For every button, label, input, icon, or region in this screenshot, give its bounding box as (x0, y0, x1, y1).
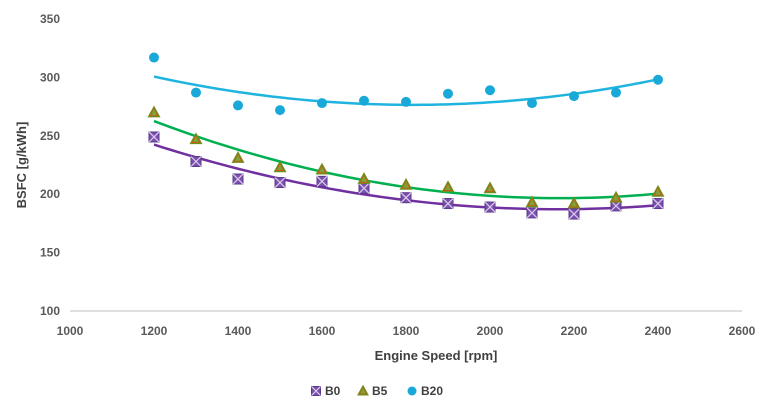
data-point-b5 (315, 162, 329, 175)
data-point-b0 (484, 201, 496, 213)
x-tick-label: 1200 (141, 324, 168, 338)
data-point-b0 (400, 192, 412, 204)
legend-label-b20: B20 (421, 384, 443, 398)
data-point-b5 (609, 190, 623, 203)
data-point-b5 (147, 105, 161, 118)
data-point-b20 (401, 96, 411, 107)
y-tick-label: 100 (40, 304, 60, 318)
data-point-b0 (190, 155, 202, 167)
y-axis-title: BSFC [g/kWh] (14, 122, 29, 209)
data-point-b0 (148, 131, 160, 143)
x-tick-label: 1000 (57, 324, 84, 338)
data-point-b20 (653, 74, 663, 85)
data-point-b5 (273, 160, 287, 173)
y-tick-label: 150 (40, 246, 60, 260)
data-point-b0 (316, 175, 328, 187)
data-point-b5 (651, 184, 665, 197)
data-point-b5 (231, 151, 245, 163)
x-tick-label: 2000 (477, 324, 504, 338)
data-point-b20 (443, 88, 453, 99)
data-point-b5 (483, 181, 497, 194)
x-tick-label: 2200 (561, 324, 588, 338)
data-point-b20 (275, 105, 285, 116)
x-axis-title: Engine Speed [rpm] (375, 348, 498, 363)
data-point-b20 (485, 85, 495, 96)
y-tick-label: 300 (40, 70, 60, 84)
data-point-b20 (317, 98, 327, 109)
data-point-b20 (359, 95, 369, 106)
legend-label-b5: B5 (372, 384, 388, 398)
data-point-b0 (358, 182, 370, 194)
x-tick-label: 1600 (309, 324, 336, 338)
data-point-b5 (357, 172, 371, 184)
data-point-b5 (399, 177, 413, 190)
legend: B0 B5 B20 (311, 384, 443, 398)
legend-marker-b0 (311, 386, 321, 396)
x-tick-label: 1800 (393, 324, 420, 338)
data-point-b20 (191, 87, 201, 98)
legend-label-b0: B0 (325, 384, 341, 398)
plot-area: 100 150 200 250 300 350 1000 1200 1400 1600 1800 20… (40, 12, 756, 338)
data-point-b0 (568, 208, 580, 220)
data-point-b0 (442, 198, 454, 210)
data-point-b0 (652, 198, 664, 210)
data-point-b5 (525, 195, 539, 208)
data-point-b5 (567, 196, 581, 209)
data-point-b5 (189, 132, 203, 145)
data-point-b20 (569, 91, 579, 102)
data-point-b5 (441, 180, 455, 193)
data-point-b20 (527, 98, 537, 109)
data-point-b20 (233, 100, 243, 111)
y-tick-label: 250 (40, 129, 60, 143)
data-point-b0 (274, 177, 286, 189)
data-point-b0 (526, 207, 538, 219)
data-point-b20 (611, 87, 621, 98)
y-tick-label: 200 (40, 187, 60, 201)
legend-marker-b20 (407, 386, 417, 396)
x-tick-label: 2400 (645, 324, 672, 338)
y-tick-label: 350 (40, 12, 60, 26)
data-point-b0 (232, 173, 244, 185)
x-tick-label: 2600 (729, 324, 756, 338)
legend-marker-b5 (357, 384, 369, 396)
data-point-b20 (149, 52, 159, 63)
x-tick-label: 1400 (225, 324, 252, 338)
